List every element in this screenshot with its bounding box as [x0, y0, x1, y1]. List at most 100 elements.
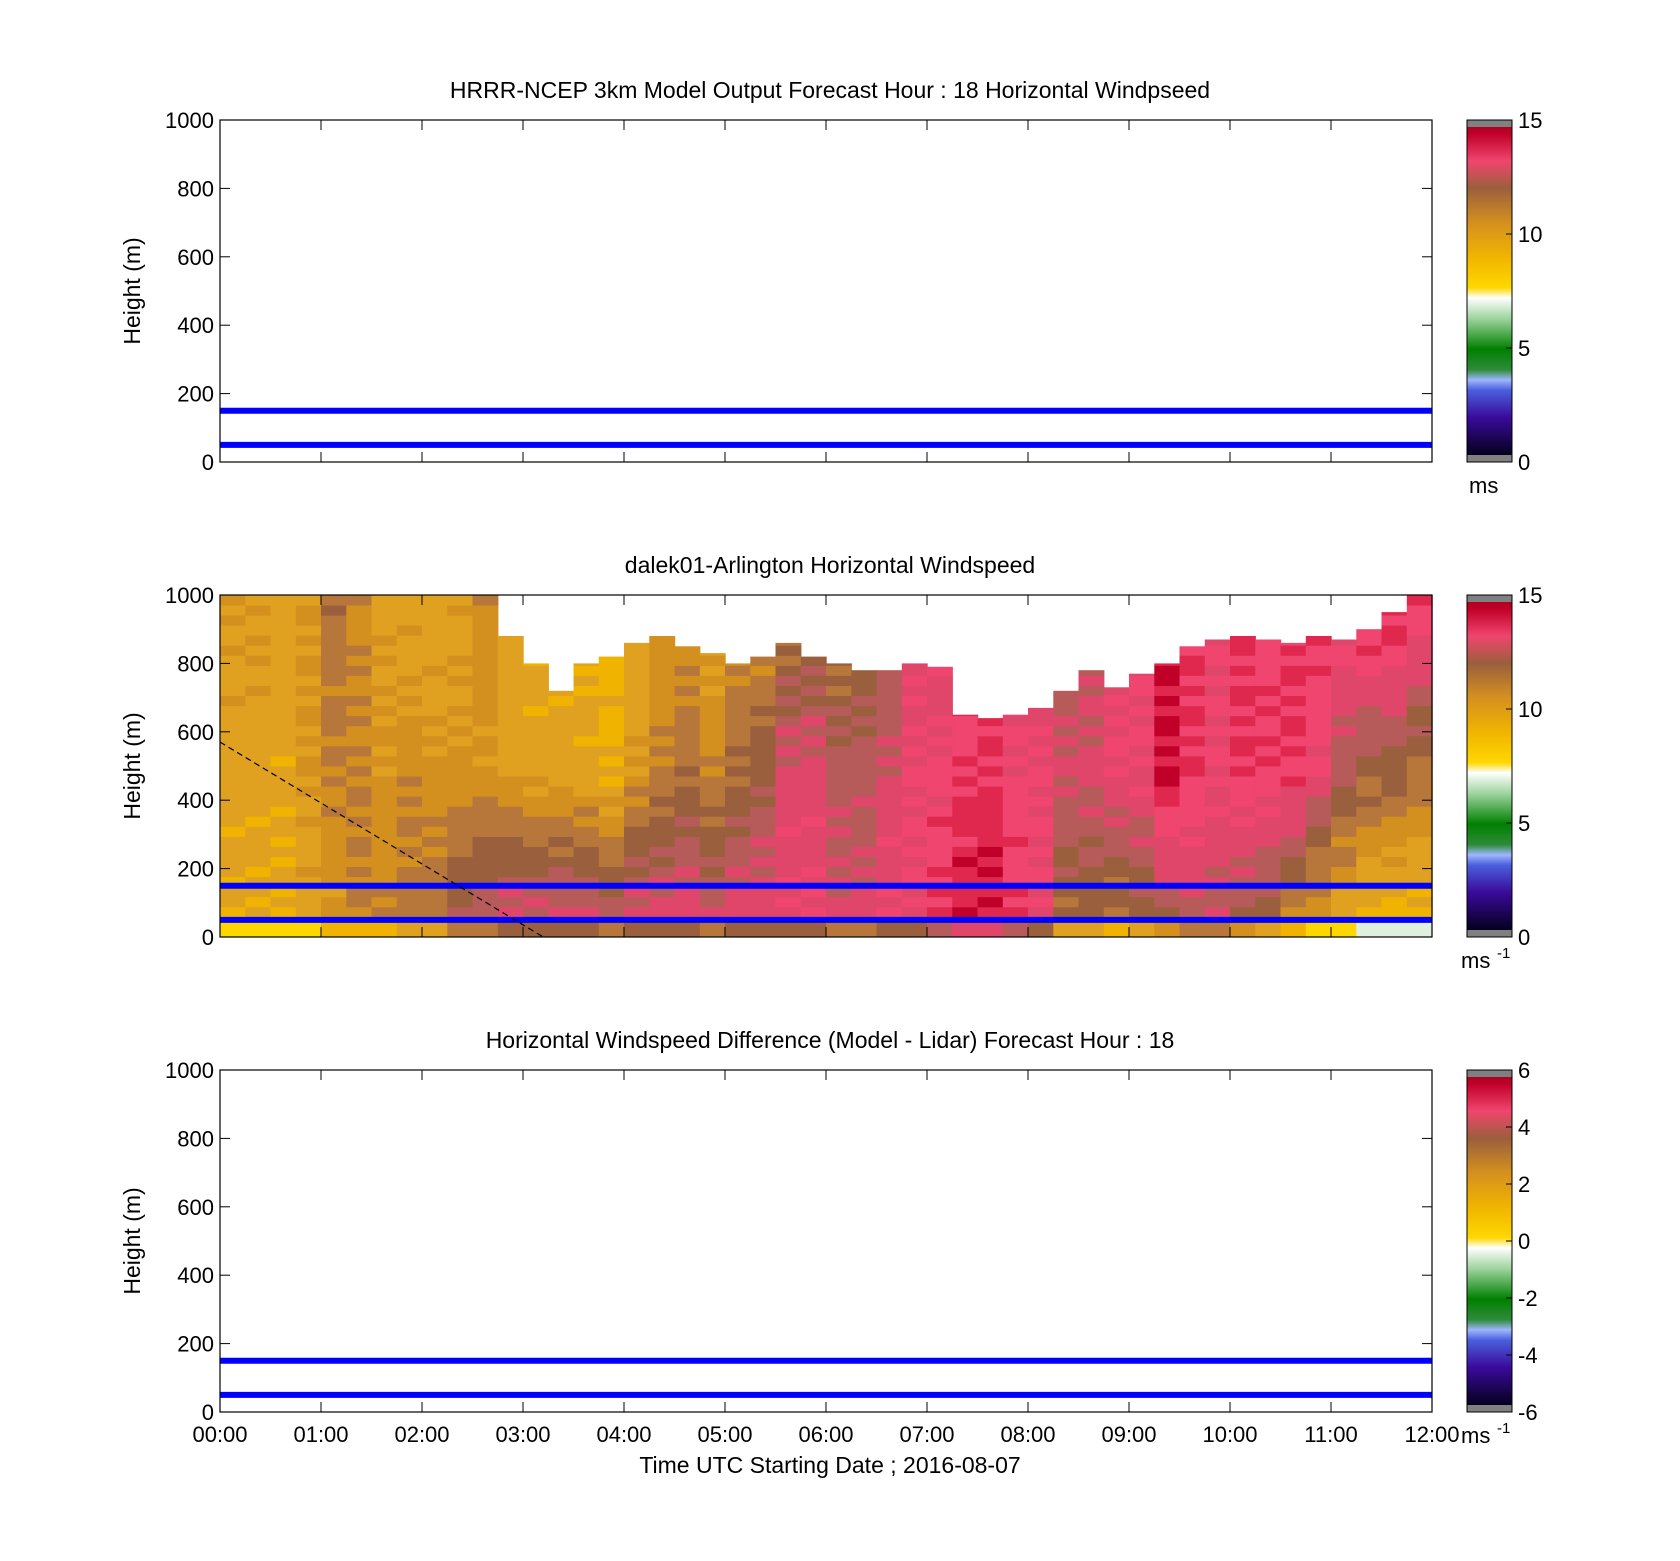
heatmap-cell — [447, 745, 474, 757]
heatmap-cell — [321, 685, 347, 696]
heatmap-cell — [497, 725, 524, 737]
heatmap-cell — [548, 766, 575, 777]
heatmap-cell — [573, 876, 600, 888]
heatmap-cell — [775, 926, 802, 938]
heatmap-cell — [1356, 876, 1383, 888]
heatmap-cell — [1331, 725, 1357, 737]
heatmap-cell — [1406, 886, 1433, 898]
heatmap-cell — [1406, 745, 1433, 757]
heatmap-cell — [699, 876, 726, 888]
heatmap-cell — [1103, 776, 1130, 787]
heatmap-cell — [472, 866, 499, 878]
heatmap-cell — [422, 595, 448, 606]
heatmap-cell — [270, 755, 297, 767]
heatmap-cell — [1103, 687, 1130, 696]
heatmap-cell — [220, 906, 246, 918]
heatmap-cell — [977, 816, 1004, 827]
heatmap-cell — [1406, 755, 1433, 767]
heatmap-cell — [1002, 745, 1029, 757]
heatmap-cell — [674, 735, 701, 747]
heatmap-cell — [1305, 745, 1332, 757]
heatmap-cell — [1028, 896, 1054, 908]
heatmap-cell — [422, 615, 448, 626]
heatmap-cell — [1305, 896, 1332, 908]
heatmap-cell — [1053, 826, 1080, 837]
heatmap-cell — [548, 755, 575, 767]
heatmap-cell — [624, 836, 650, 847]
heatmap-cell — [270, 695, 297, 707]
heatmap-cell — [245, 655, 272, 666]
heatmap-cell — [927, 715, 953, 727]
heatmap-cell — [1053, 856, 1080, 867]
heatmap-cell — [472, 806, 499, 817]
heatmap-cell — [624, 906, 650, 918]
heatmap-cell — [624, 675, 650, 686]
heatmap-cell — [321, 876, 347, 888]
heatmap-cell — [952, 876, 979, 888]
heatmap-cell — [826, 846, 852, 857]
heatmap-cell — [725, 796, 751, 807]
heatmap-cell — [497, 856, 524, 867]
heatmap-cell — [952, 816, 979, 827]
heatmap-cell — [1154, 846, 1181, 857]
heatmap-cell — [1204, 816, 1231, 827]
heatmap-cell — [371, 725, 398, 737]
heatmap-cell — [1255, 675, 1282, 686]
heatmap-cell — [1406, 776, 1433, 787]
heatmap-cell — [775, 715, 802, 727]
heatmap-cell — [1280, 906, 1307, 918]
heatmap-cell — [952, 755, 979, 767]
heatmap-cell — [1356, 685, 1383, 696]
heatmap-cell — [1002, 906, 1029, 918]
colorbar-tick-label: 0 — [1518, 925, 1530, 950]
heatmap-cell — [876, 856, 903, 867]
heatmap-cell — [472, 665, 499, 676]
heatmap-cell — [1331, 755, 1357, 767]
heatmap-cell — [624, 806, 650, 817]
heatmap-cell — [1078, 866, 1105, 878]
heatmap-cell — [1078, 876, 1105, 888]
heatmap-cell — [1381, 645, 1408, 656]
heatmap-cell — [346, 886, 373, 898]
heatmap-cell — [598, 745, 625, 757]
heatmap-cell — [472, 846, 499, 857]
heatmap-cell — [1230, 705, 1256, 717]
heatmap-cell — [371, 735, 398, 747]
heatmap-cell — [598, 896, 625, 908]
heatmap-cell — [901, 876, 928, 888]
heatmap-cell — [927, 666, 953, 676]
heatmap-cell — [750, 836, 777, 847]
heatmap-cell — [371, 896, 398, 908]
heatmap-cell — [674, 695, 701, 707]
heatmap-cell — [674, 745, 701, 757]
heatmap-cell — [447, 685, 474, 696]
heatmap-cell — [1053, 886, 1080, 898]
heatmap-cell — [1129, 856, 1155, 867]
heatmap-cell — [1028, 876, 1054, 888]
heatmap-cell — [447, 836, 474, 847]
heatmap-cell — [396, 846, 423, 857]
heatmap-cell — [447, 755, 474, 767]
heatmap-cell — [750, 675, 777, 686]
heatmap-cell — [523, 776, 549, 787]
colorbar-tick-label: 10 — [1518, 222, 1542, 247]
heatmap-cell — [321, 816, 347, 827]
heatmap-cell — [396, 645, 423, 656]
heatmap-cell — [1078, 806, 1105, 817]
heatmap-cell — [447, 625, 474, 636]
heatmap-cell — [800, 685, 827, 696]
heatmap-cell — [1002, 715, 1029, 727]
heatmap-cell — [295, 675, 322, 686]
heatmap-cell — [775, 836, 802, 847]
heatmap-cell — [1406, 675, 1433, 686]
y-tick-label: 800 — [177, 176, 214, 201]
heatmap-cell — [1154, 876, 1181, 888]
heatmap-cell — [1204, 745, 1231, 757]
heatmap-cell — [800, 836, 827, 847]
heatmap-cell — [624, 766, 650, 777]
heatmap-cell — [927, 766, 953, 777]
heatmap-cell — [371, 695, 398, 707]
heatmap-cell — [396, 705, 423, 717]
heatmap-cell — [422, 625, 448, 636]
heatmap-cell — [396, 896, 423, 908]
